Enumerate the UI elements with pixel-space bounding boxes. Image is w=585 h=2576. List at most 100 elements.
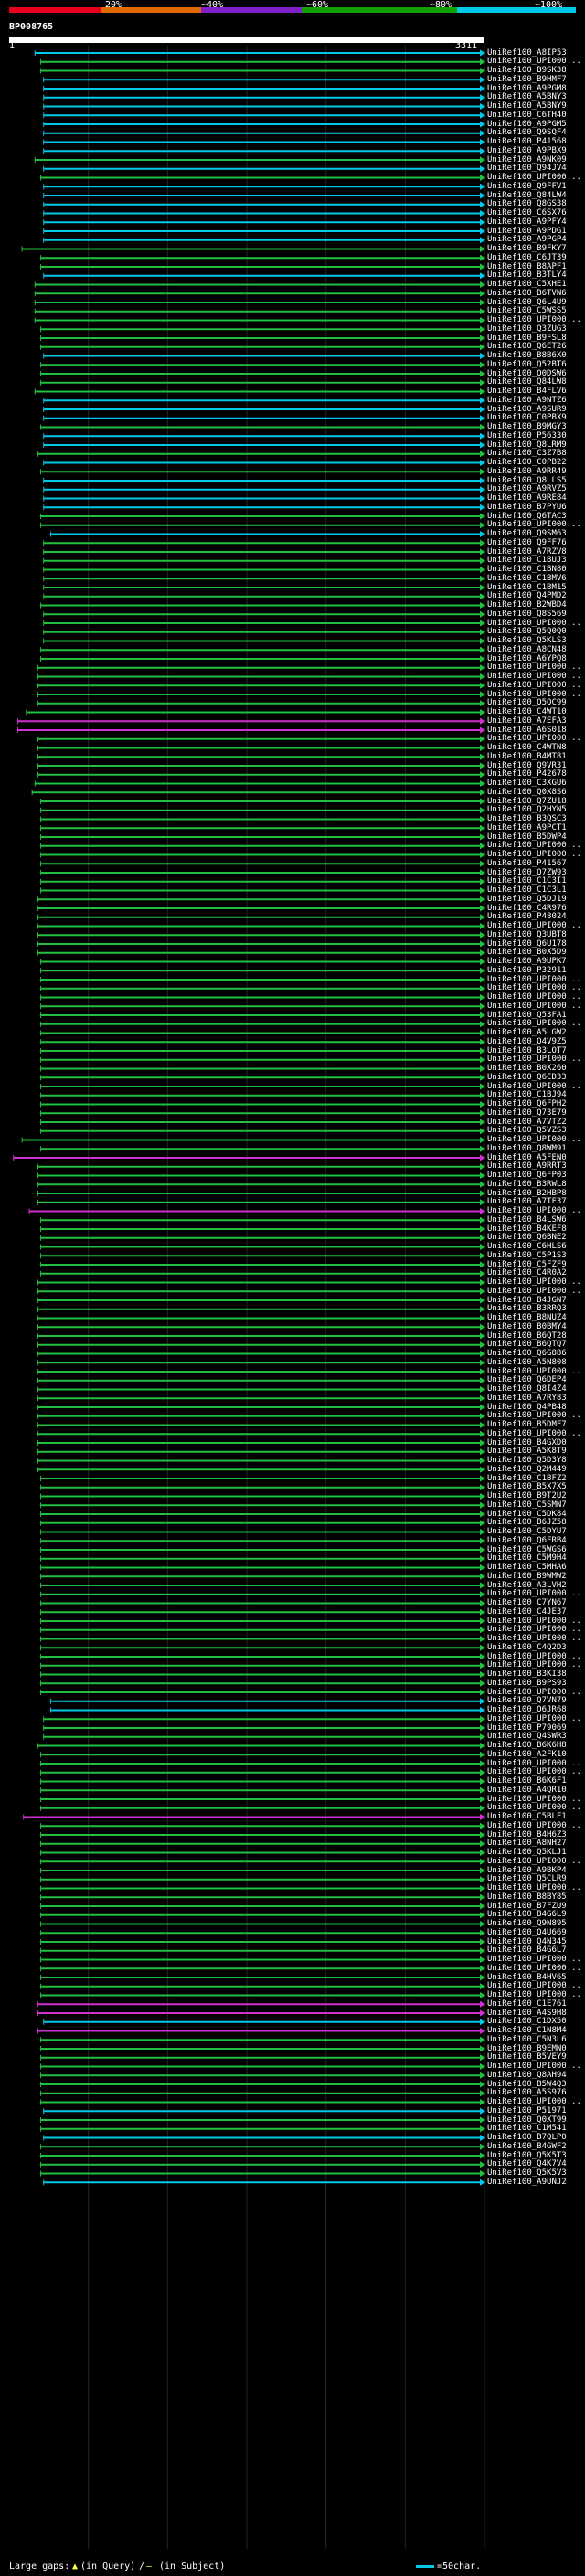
hit-label[interactable]: UniRef100_C5M9H4 bbox=[487, 1553, 567, 1564]
hit-label[interactable]: UniRef100_Q8AH94 bbox=[487, 2070, 567, 2080]
hit-label[interactable]: UniRef100_B3RRQ3 bbox=[487, 1304, 567, 1314]
hit-label[interactable]: UniRef100_UPI000... bbox=[487, 1883, 581, 1892]
hit-label[interactable]: UniRef100_C3Z7B8 bbox=[487, 449, 567, 459]
hit-label[interactable]: UniRef100_P42678 bbox=[487, 769, 567, 779]
hit-label[interactable]: UniRef100_Q6U178 bbox=[487, 938, 567, 949]
hit-label[interactable]: UniRef100_UPI000... bbox=[487, 1001, 581, 1011]
hit-label[interactable]: UniRef100_C5BLF1 bbox=[487, 1812, 567, 1821]
hit-label[interactable]: UniRef100_B8APF1 bbox=[487, 261, 567, 271]
hit-label[interactable]: UniRef100_A5BNY9 bbox=[487, 101, 567, 111]
hit-label[interactable]: UniRef100_A9NK09 bbox=[487, 154, 567, 164]
hit-label[interactable]: UniRef100_UPI000... bbox=[487, 1856, 581, 1866]
hit-label[interactable]: UniRef100_C5SMN7 bbox=[487, 1500, 567, 1510]
hit-label[interactable]: UniRef100_Q6G886 bbox=[487, 1349, 567, 1358]
hit-label[interactable]: UniRef100_P79069 bbox=[487, 1723, 567, 1733]
hit-label[interactable]: UniRef100_C0PB22 bbox=[487, 458, 567, 467]
hit-label[interactable]: UniRef100_A7RZV8 bbox=[487, 546, 567, 557]
hit-label[interactable]: UniRef100_A5BNY3 bbox=[487, 92, 567, 102]
hit-label[interactable]: UniRef100_Q5Q0Q0 bbox=[487, 627, 567, 637]
hit-label[interactable]: UniRef100_A9PGP4 bbox=[487, 235, 567, 245]
hit-label[interactable]: UniRef100_UPI000... bbox=[487, 1589, 581, 1599]
hit-label[interactable]: UniRef100_Q8LRM9 bbox=[487, 440, 567, 450]
hit-label[interactable]: UniRef100_P32911 bbox=[487, 965, 567, 975]
hit-label[interactable]: UniRef100_A5LGW2 bbox=[487, 1028, 567, 1037]
hit-label[interactable]: UniRef100_B5DMF7 bbox=[487, 1420, 567, 1429]
hit-label[interactable]: UniRef100_B8BY85 bbox=[487, 1892, 567, 1902]
hit-label[interactable]: UniRef100_A9RVZ5 bbox=[487, 484, 567, 494]
hit-label[interactable]: UniRef100_C4Q2D3 bbox=[487, 1642, 567, 1652]
hit-label[interactable]: UniRef100_UPI000... bbox=[487, 841, 581, 851]
hit-label[interactable]: UniRef100_B2HBP8 bbox=[487, 1188, 567, 1198]
hit-label[interactable]: UniRef100_C5N3L6 bbox=[487, 2034, 567, 2044]
hit-label[interactable]: UniRef100_A8CN48 bbox=[487, 644, 567, 654]
hit-label[interactable]: UniRef100_B9FKY7 bbox=[487, 244, 567, 253]
hit-label[interactable]: UniRef100_A9PCT1 bbox=[487, 822, 567, 832]
hit-label[interactable]: UniRef100_B6K6F1 bbox=[487, 1776, 567, 1786]
hit-label[interactable]: UniRef100_Q4PMD2 bbox=[487, 591, 567, 601]
hit-label[interactable]: UniRef100_UPI000... bbox=[487, 1990, 581, 1999]
hit-label[interactable]: UniRef100_C5DYU7 bbox=[487, 1527, 567, 1536]
hit-label[interactable]: UniRef100_UPI000... bbox=[487, 1634, 581, 1643]
hit-label[interactable]: UniRef100_B6JZ58 bbox=[487, 1518, 567, 1528]
hit-label[interactable]: UniRef100_Q6FRB4 bbox=[487, 1535, 567, 1545]
hit-label[interactable]: UniRef100_Q0DSW6 bbox=[487, 368, 567, 378]
hit-label[interactable]: UniRef100_C5DK84 bbox=[487, 1509, 567, 1519]
hit-label[interactable]: UniRef100_B8B6X0 bbox=[487, 351, 567, 360]
hit-label[interactable]: UniRef100_B5W4Q3 bbox=[487, 2079, 567, 2089]
hit-label[interactable]: UniRef100_UPI000... bbox=[487, 57, 581, 67]
hit-label[interactable]: UniRef100_Q5KLJ1 bbox=[487, 1848, 567, 1857]
hit-label[interactable]: UniRef100_A9RR49 bbox=[487, 466, 567, 476]
hit-label[interactable]: UniRef100_C6TH40 bbox=[487, 110, 567, 120]
hit-label[interactable]: UniRef100_UPI000... bbox=[487, 1135, 581, 1144]
hit-label[interactable]: UniRef100_A9UNJ2 bbox=[487, 2177, 567, 2187]
hit-label[interactable]: UniRef100_Q5QC99 bbox=[487, 698, 567, 708]
hit-label[interactable]: UniRef100_C1DX50 bbox=[487, 2017, 567, 2027]
hit-label[interactable]: UniRef100_C5WSS5 bbox=[487, 306, 567, 316]
hit-label[interactable]: UniRef100_UPI000... bbox=[487, 1758, 581, 1768]
hit-label[interactable]: UniRef100_C6HLS6 bbox=[487, 1242, 567, 1251]
hit-label[interactable]: UniRef100_Q2M449 bbox=[487, 1464, 567, 1474]
hit-label[interactable]: UniRef100_A9BKP4 bbox=[487, 1865, 567, 1875]
hit-label[interactable]: UniRef100_B4JGN7 bbox=[487, 1295, 567, 1305]
hit-label[interactable]: UniRef100_Q9SM63 bbox=[487, 529, 567, 538]
hit-label[interactable]: UniRef100_B4G6L7 bbox=[487, 1945, 567, 1956]
hit-label[interactable]: UniRef100_C4WT10 bbox=[487, 707, 567, 716]
hit-label[interactable]: UniRef100_C1BN80 bbox=[487, 565, 567, 574]
hit-label[interactable]: UniRef100_Q4K7V4 bbox=[487, 2159, 567, 2169]
hit-label[interactable]: UniRef100_UPI000... bbox=[487, 983, 581, 993]
hit-label[interactable]: UniRef100_C1E761 bbox=[487, 1998, 567, 2009]
hit-label[interactable]: UniRef100_Q6JR68 bbox=[487, 1705, 567, 1714]
hit-label[interactable]: UniRef100_A5FEN0 bbox=[487, 1152, 567, 1162]
hit-label[interactable]: UniRef100_UPI000... bbox=[487, 1625, 581, 1635]
hit-label[interactable]: UniRef100_C1BM15 bbox=[487, 582, 567, 592]
hit-label[interactable]: UniRef100_UPI000... bbox=[487, 1955, 581, 1964]
hit-label[interactable]: UniRef100_Q3ZUG3 bbox=[487, 323, 567, 334]
hit-label[interactable]: UniRef100_C1N8M4 bbox=[487, 2026, 567, 2035]
hit-label[interactable]: UniRef100_P56330 bbox=[487, 430, 567, 440]
hit-label[interactable]: UniRef100_A9PGM8 bbox=[487, 83, 567, 93]
hit-label[interactable]: UniRef100_A4S9H8 bbox=[487, 2008, 567, 2018]
hit-label[interactable]: UniRef100_Q3UBT8 bbox=[487, 929, 567, 939]
hit-label[interactable]: UniRef100_C1BJ94 bbox=[487, 1090, 567, 1100]
hit-label[interactable]: UniRef100_Q6L4U9 bbox=[487, 297, 567, 307]
hit-label[interactable]: UniRef100_UPI000... bbox=[487, 1286, 581, 1296]
hit-label[interactable]: UniRef100_B9WMW2 bbox=[487, 1571, 567, 1581]
hit-label[interactable]: UniRef100_UPI000... bbox=[487, 2097, 581, 2106]
hit-label[interactable]: UniRef100_B0X5D9 bbox=[487, 948, 567, 958]
hit-label[interactable]: UniRef100_B4GXD0 bbox=[487, 1437, 567, 1447]
hit-label[interactable]: UniRef100_C1C3L1 bbox=[487, 885, 567, 895]
hit-label[interactable]: UniRef100_UPI000... bbox=[487, 974, 581, 984]
hit-label[interactable]: UniRef100_UPI000... bbox=[487, 1651, 581, 1661]
hit-label[interactable]: UniRef100_Q84LW8 bbox=[487, 377, 567, 387]
hit-label[interactable]: UniRef100_Q6FP03 bbox=[487, 1171, 567, 1180]
hit-label[interactable]: UniRef100_B7QLP0 bbox=[487, 2133, 567, 2142]
hit-label[interactable]: UniRef100_B9T2U2 bbox=[487, 1491, 567, 1500]
hit-label[interactable]: UniRef100_P41567 bbox=[487, 858, 567, 868]
hit-label[interactable]: UniRef100_Q5VZS3 bbox=[487, 1126, 567, 1136]
hit-label[interactable]: UniRef100_Q2HYN5 bbox=[487, 805, 567, 815]
hit-label[interactable]: UniRef100_Q4V9Z5 bbox=[487, 1036, 567, 1046]
hit-label[interactable]: UniRef100_B3QSC3 bbox=[487, 814, 567, 823]
hit-label[interactable]: UniRef100_C4JE37 bbox=[487, 1606, 567, 1617]
hit-label[interactable]: UniRef100_A9NTZ6 bbox=[487, 395, 567, 405]
hit-label[interactable]: UniRef100_B4GWF2 bbox=[487, 2141, 567, 2151]
